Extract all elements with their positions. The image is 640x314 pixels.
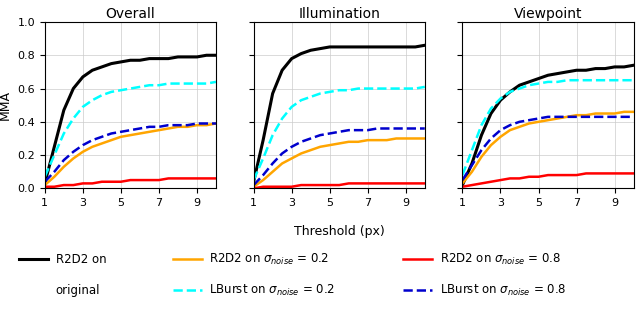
Title: Overall: Overall <box>106 7 156 21</box>
Text: LBurst on $\sigma_{noise}$ = 0.2: LBurst on $\sigma_{noise}$ = 0.2 <box>209 283 335 298</box>
Text: R2D2 on: R2D2 on <box>56 252 106 266</box>
Title: Viewpoint: Viewpoint <box>514 7 582 21</box>
Text: original: original <box>56 284 100 297</box>
Text: R2D2 on $\sigma_{noise}$ = 0.2: R2D2 on $\sigma_{noise}$ = 0.2 <box>209 252 330 267</box>
Title: Illumination: Illumination <box>298 7 380 21</box>
Text: LBurst on $\sigma_{noise}$ = 0.8: LBurst on $\sigma_{noise}$ = 0.8 <box>440 283 566 298</box>
Text: R2D2 on $\sigma_{noise}$ = 0.8: R2D2 on $\sigma_{noise}$ = 0.8 <box>440 252 561 267</box>
Y-axis label: MMA: MMA <box>0 90 12 120</box>
Text: Threshold (px): Threshold (px) <box>294 225 385 237</box>
